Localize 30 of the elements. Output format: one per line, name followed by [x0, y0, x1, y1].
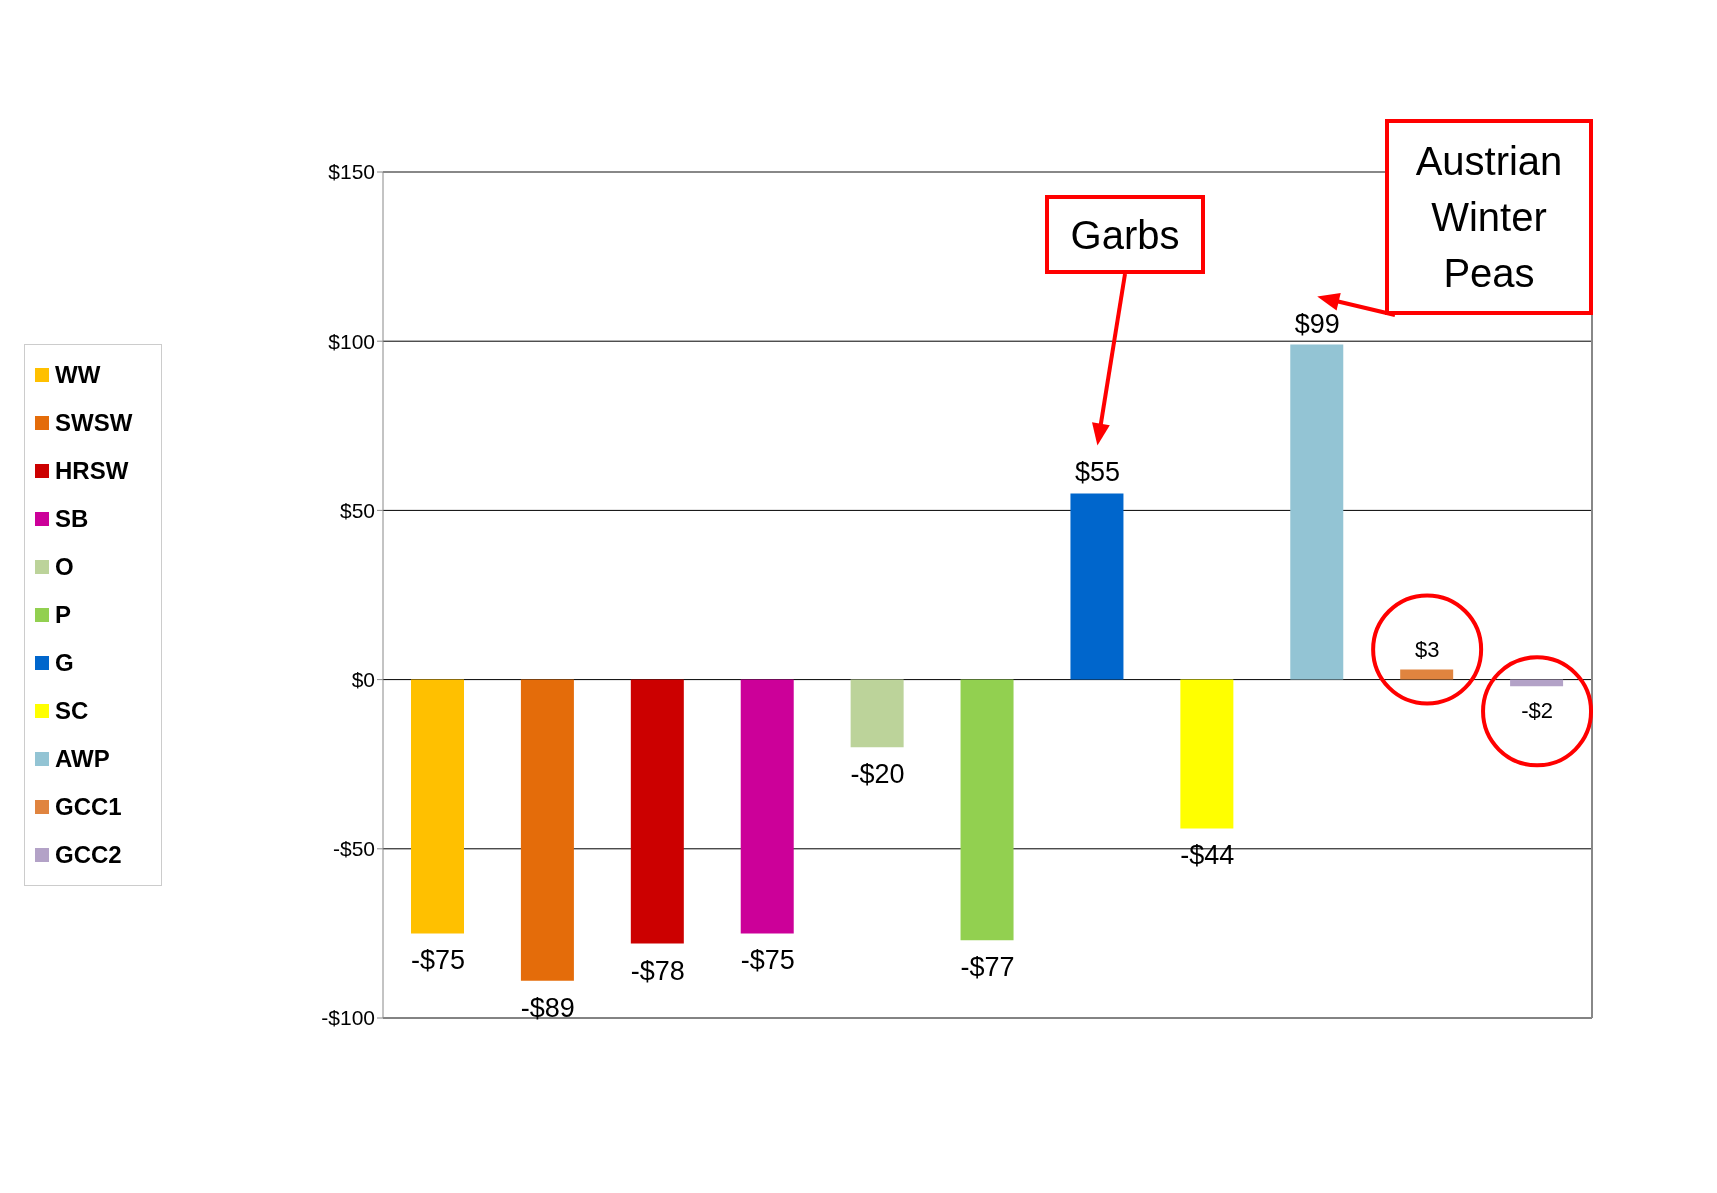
data-label: -$44 [1180, 840, 1235, 871]
y-tick-label: -$50 [332, 837, 375, 861]
legend-label: G [55, 648, 74, 678]
data-label: -$77 [960, 952, 1015, 983]
legend-label: HRSW [55, 456, 129, 486]
data-label: -$75 [410, 945, 465, 976]
data-label: $99 [1294, 308, 1340, 339]
legend-label: P [55, 600, 72, 630]
legend-label: SWSW [55, 408, 133, 438]
annotation: Austrian Winter Peas [1385, 119, 1593, 315]
legend-label: WW [55, 360, 101, 390]
legend-label: SB [55, 504, 89, 534]
data-label: $55 [1074, 457, 1120, 488]
legend-label: GCC1 [55, 792, 122, 822]
data-label: -$20 [850, 759, 905, 790]
legend-label: GCC2 [55, 840, 122, 870]
legend-label: O [55, 552, 74, 582]
data-label: -$78 [630, 955, 685, 986]
data-label: $3 [1414, 637, 1440, 663]
data-label: -$75 [740, 945, 795, 976]
y-tick-label: $0 [351, 668, 375, 692]
annotation: Garbs [1045, 195, 1205, 274]
y-tick-label: $100 [328, 329, 375, 353]
legend-label: SC [55, 696, 89, 726]
y-tick-label: $150 [328, 160, 375, 184]
legend-label: AWP [55, 744, 110, 774]
data-label: -$2 [1521, 698, 1553, 724]
data-label: -$89 [520, 992, 575, 1023]
y-tick-label: $50 [339, 498, 375, 522]
y-tick-label: -$100 [321, 1006, 375, 1030]
